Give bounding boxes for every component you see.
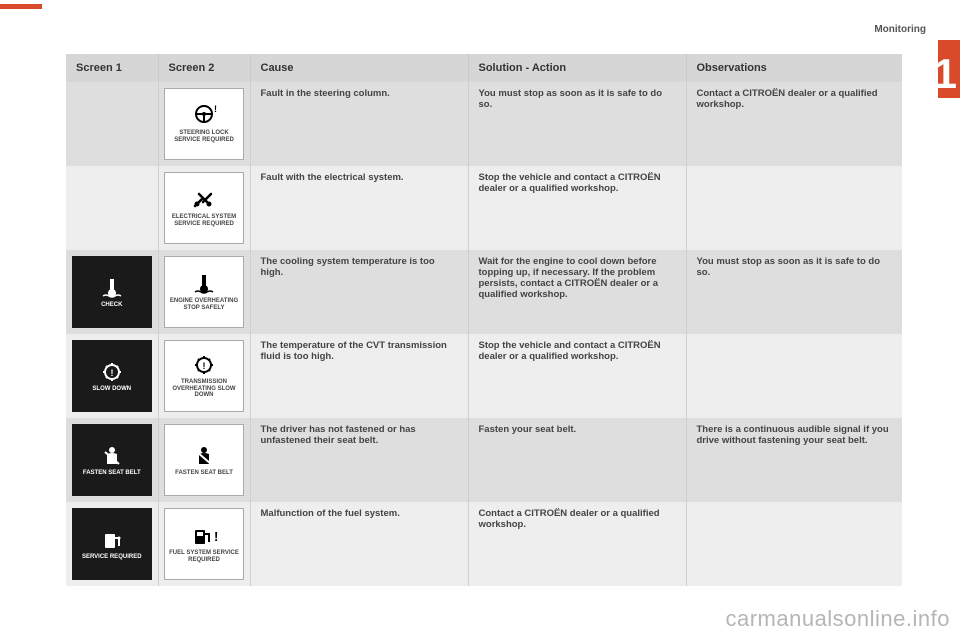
cell-screen2: ENGINE OVERHEATING STOP SAFELY (158, 250, 250, 334)
th-screen1: Screen 1 (66, 54, 158, 82)
th-observations: Observations (686, 54, 902, 82)
section-label: Monitoring (874, 24, 926, 35)
warnings-table: Screen 1 Screen 2 Cause Solution - Actio… (66, 54, 902, 586)
cell-cause: The cooling system temperature is too hi… (250, 250, 468, 334)
transmission-overheating-icon: TRANSMISSION OVERHEATING SLOW DOWN (164, 340, 244, 412)
table-row: SLOW DOWN TRANSMISSION OVERHEATING SLOW … (66, 334, 902, 418)
fasten-seat-belt-icon: FASTEN SEAT BELT (72, 424, 152, 496)
th-screen2: Screen 2 (158, 54, 250, 82)
electrical-system-icon: ELECTRICAL SYSTEM SERVICE REQUIRED (164, 172, 244, 244)
cell-solution: Fasten your seat belt. (468, 418, 686, 502)
table-row: FASTEN SEAT BELT FASTEN SEAT BELT The dr… (66, 418, 902, 502)
cell-screen1 (66, 82, 158, 166)
cell-screen2: FUEL SYSTEM SERVICE REQUIRED (158, 502, 250, 586)
cell-observations (686, 334, 902, 418)
cell-solution: Wait for the engine to cool down before … (468, 250, 686, 334)
cell-observations: Contact a CITROËN dealer or a qualified … (686, 82, 902, 166)
th-cause: Cause (250, 54, 468, 82)
cell-cause: Fault in the steering column. (250, 82, 468, 166)
cell-cause: The driver has not fastened or has unfas… (250, 418, 468, 502)
cell-screen1: CHECK (66, 250, 158, 334)
watermark: carmanualsonline.info (725, 606, 950, 632)
cell-solution: Stop the vehicle and contact a CITROËN d… (468, 334, 686, 418)
cell-screen1: SERVICE REQUIRED (66, 502, 158, 586)
accent-bar-top (0, 4, 42, 9)
th-solution: Solution - Action (468, 54, 686, 82)
cell-solution: You must stop as soon as it is safe to d… (468, 82, 686, 166)
fasten-seat-belt-icon-2: FASTEN SEAT BELT (164, 424, 244, 496)
cell-screen2: TRANSMISSION OVERHEATING SLOW DOWN (158, 334, 250, 418)
cell-screen2: FASTEN SEAT BELT (158, 418, 250, 502)
cell-observations (686, 502, 902, 586)
cell-observations (686, 166, 902, 250)
slow-down-icon: SLOW DOWN (72, 340, 152, 412)
table-row: CHECK ENGINE OVERHEATING STOP SAFELY The… (66, 250, 902, 334)
table-row: STEERING LOCK SERVICE REQUIRED Fault in … (66, 82, 902, 166)
fuel-system-service-icon: FUEL SYSTEM SERVICE REQUIRED (164, 508, 244, 580)
chapter-number: 1 (934, 50, 957, 98)
table-row: ELECTRICAL SYSTEM SERVICE REQUIRED Fault… (66, 166, 902, 250)
cell-screen1 (66, 166, 158, 250)
cell-screen1: FASTEN SEAT BELT (66, 418, 158, 502)
cell-observations: You must stop as soon as it is safe to d… (686, 250, 902, 334)
table-row: SERVICE REQUIRED FUEL SYSTEM SERVICE REQ… (66, 502, 902, 586)
cell-cause: The temperature of the CVT transmission … (250, 334, 468, 418)
table-header-row: Screen 1 Screen 2 Cause Solution - Actio… (66, 54, 902, 82)
service-required-fuel-icon: SERVICE REQUIRED (72, 508, 152, 580)
cell-screen1: SLOW DOWN (66, 334, 158, 418)
cell-solution: Stop the vehicle and contact a CITROËN d… (468, 166, 686, 250)
steering-lock-icon: STEERING LOCK SERVICE REQUIRED (164, 88, 244, 160)
cell-screen2: ELECTRICAL SYSTEM SERVICE REQUIRED (158, 166, 250, 250)
check-temp-icon: CHECK (72, 256, 152, 328)
cell-screen2: STEERING LOCK SERVICE REQUIRED (158, 82, 250, 166)
cell-solution: Contact a CITROËN dealer or a qualified … (468, 502, 686, 586)
cell-cause: Fault with the electrical system. (250, 166, 468, 250)
cell-observations: There is a continuous audible signal if … (686, 418, 902, 502)
engine-overheating-icon: ENGINE OVERHEATING STOP SAFELY (164, 256, 244, 328)
cell-cause: Malfunction of the fuel system. (250, 502, 468, 586)
